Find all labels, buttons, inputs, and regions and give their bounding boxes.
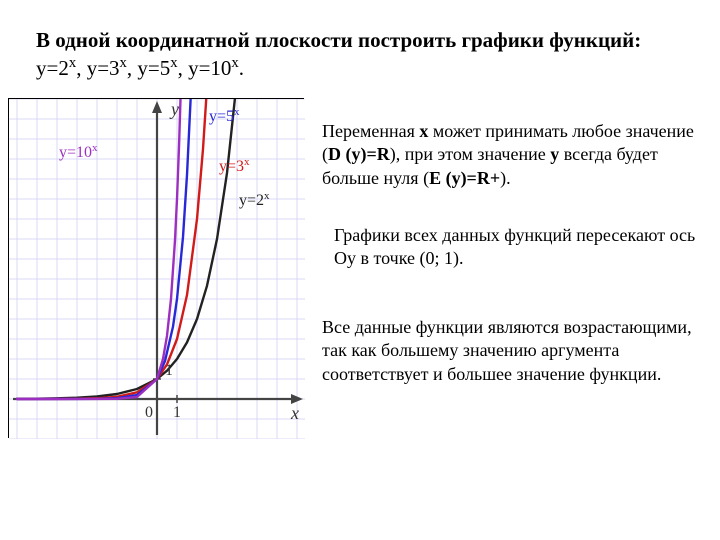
exponential-chart: ух011у=2ху=3ху=5ху=10х (9, 99, 305, 439)
page-title: В одной координатной плоскости построить… (36, 26, 676, 83)
svg-text:1: 1 (165, 362, 173, 379)
title-bold: В одной координатной плоскости построить… (36, 28, 641, 52)
svg-text:у: у (169, 99, 179, 119)
svg-text:х: х (290, 403, 299, 423)
paragraph-increasing: Все данные функции являются возрастающим… (322, 316, 702, 386)
chart-container: ух011у=2ху=3ху=5ху=10х (8, 98, 304, 438)
svg-text:1: 1 (173, 404, 181, 421)
paragraph-domain-range: Переменная х может принимать любое значе… (322, 120, 702, 190)
title-functions: у=2х, у=3х, у=5х, у=10х. (36, 56, 244, 80)
paragraph-intersection: Графики всех данных функций пересекают о… (334, 224, 704, 271)
svg-text:0: 0 (145, 404, 153, 421)
